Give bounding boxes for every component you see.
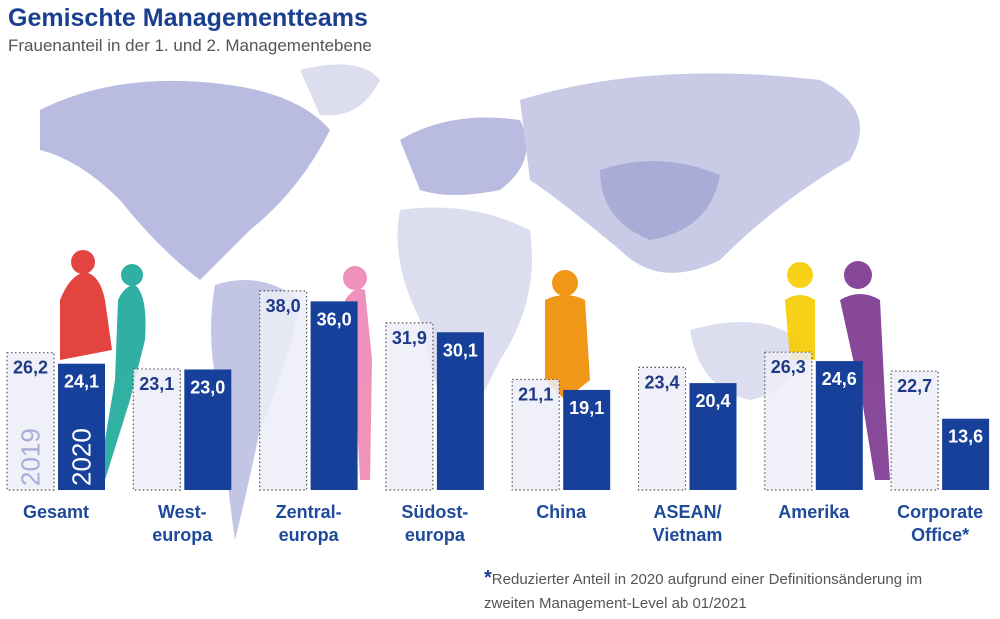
silhouette-yellow: [785, 295, 815, 360]
bar-value-label: 21,1: [518, 384, 553, 404]
silhouette-red-head: [71, 250, 95, 274]
chart-subtitle: Frauenanteil in der 1. und 2. Management…: [8, 36, 372, 55]
bar-value-label: 36,0: [317, 309, 352, 329]
bar-value-label: 13,6: [948, 427, 983, 447]
category-label: europa: [279, 525, 340, 545]
category-label: Südost-: [401, 502, 468, 522]
bar-2020: [942, 418, 990, 490]
category-label: europa: [152, 525, 213, 545]
bar-value-label: 26,3: [771, 357, 806, 377]
silhouette-orange-head: [552, 270, 578, 296]
category-label: Vietnam: [653, 525, 723, 545]
bar-2019: [890, 370, 939, 491]
bar-2020: [184, 369, 232, 490]
silhouette-purple: [840, 294, 890, 480]
silhouette-purple-head: [844, 261, 872, 289]
category-label: ASEAN/: [653, 502, 721, 522]
map-africa: [397, 207, 532, 440]
category-label: Amerika: [778, 502, 850, 522]
bar-2020: [815, 361, 863, 490]
category-label: europa: [405, 525, 466, 545]
map-north-america: [40, 80, 330, 280]
bar-2019: [637, 366, 687, 491]
bar-2020: [310, 301, 358, 490]
chart-title: Gemischte Managementteams: [8, 4, 368, 32]
bar-2020: [436, 332, 484, 490]
category-label: Corporate: [897, 502, 983, 522]
bar-2019: [6, 352, 55, 491]
bar-2019: [259, 290, 308, 491]
map-china: [600, 161, 720, 240]
legend-label-2019: 2019: [16, 428, 46, 486]
bar-value-label: 23,1: [139, 374, 174, 394]
category-label: Office*: [911, 525, 969, 545]
bar-2019: [764, 351, 813, 491]
woman-silhouettes: [60, 250, 890, 480]
bar-2019: [511, 378, 560, 491]
bar-value-label: 19,1: [569, 398, 604, 418]
category-label: Gesamt: [23, 502, 89, 522]
silhouette-yellow-head: [787, 262, 813, 288]
bar-value-label: 30,1: [443, 340, 478, 360]
silhouette-orange: [545, 295, 590, 400]
bar-value-label: 20,4: [695, 391, 730, 411]
bar-2019: [385, 322, 434, 491]
footnote-line-1: Reduzierter Anteil in 2020 aufgrund eine…: [491, 571, 923, 588]
bar-2020: [689, 383, 737, 490]
bar-value-label: 26,2: [13, 358, 48, 378]
silhouette-teal-head: [121, 264, 143, 286]
bar-value-label: 38,0: [266, 296, 301, 316]
category-label: China: [536, 502, 587, 522]
bar-value-label: 23,0: [190, 377, 225, 397]
footnote: *Reduzierter Anteil in 2020 aufgrund ein…: [484, 566, 922, 616]
bar-2019: [132, 368, 181, 491]
bar-value-label: 23,4: [644, 372, 679, 392]
map-greenland: [300, 64, 380, 116]
bars-group: 26,2 2019 24,1 2020 Gesamt 23,1 23,0 West-europ…: [6, 290, 990, 545]
bar-value-label: 22,7: [897, 376, 932, 396]
bar-value-label: 24,6: [822, 369, 857, 389]
bar-2020: [58, 363, 105, 490]
category-label: Zentral-: [276, 502, 342, 522]
silhouette-red: [60, 272, 112, 360]
bar-value-label: 24,1: [64, 372, 99, 392]
bar-value-label: 31,9: [392, 328, 427, 348]
silhouette-pink-head: [343, 266, 367, 290]
category-label: West-: [158, 502, 207, 522]
map-europe: [400, 117, 527, 195]
footnote-line-2: zweiten Management-Level ab 01/2021: [484, 595, 747, 612]
silhouette-teal: [100, 285, 146, 480]
bar-2020: [563, 389, 611, 490]
footnote-mark: *: [484, 567, 492, 589]
legend-label-2020: 2020: [67, 428, 97, 486]
